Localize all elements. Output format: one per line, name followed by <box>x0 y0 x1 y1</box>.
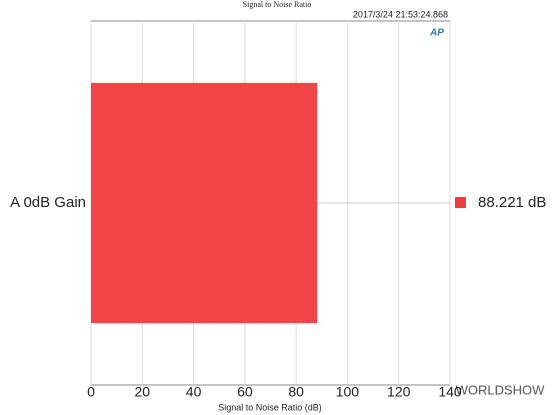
watermark: WORLDSHOW <box>456 382 546 397</box>
x-tick-label: 80 <box>288 384 304 400</box>
x-tick-label: 100 <box>336 384 360 400</box>
x-axis-label: Signal to Noise Ratio (dB) <box>218 402 322 412</box>
chart-title: Signal to Noise Ratio <box>243 0 312 9</box>
timestamp: 2017/3/24 21:53:24.868 <box>353 9 448 19</box>
x-tick-label: 40 <box>186 384 202 400</box>
bar <box>91 82 318 324</box>
x-tick-label: 0 <box>87 384 95 400</box>
x-tick-label: 20 <box>134 384 150 400</box>
logo: AP <box>429 28 444 39</box>
legend-swatch <box>455 197 466 208</box>
x-tick-label: 60 <box>237 384 253 400</box>
x-tick-label: 120 <box>387 384 411 400</box>
y-tick-label: A 0dB Gain <box>10 194 86 211</box>
x-tick-label: 140 <box>438 384 462 400</box>
value-label: 88.221 dB <box>478 194 546 211</box>
